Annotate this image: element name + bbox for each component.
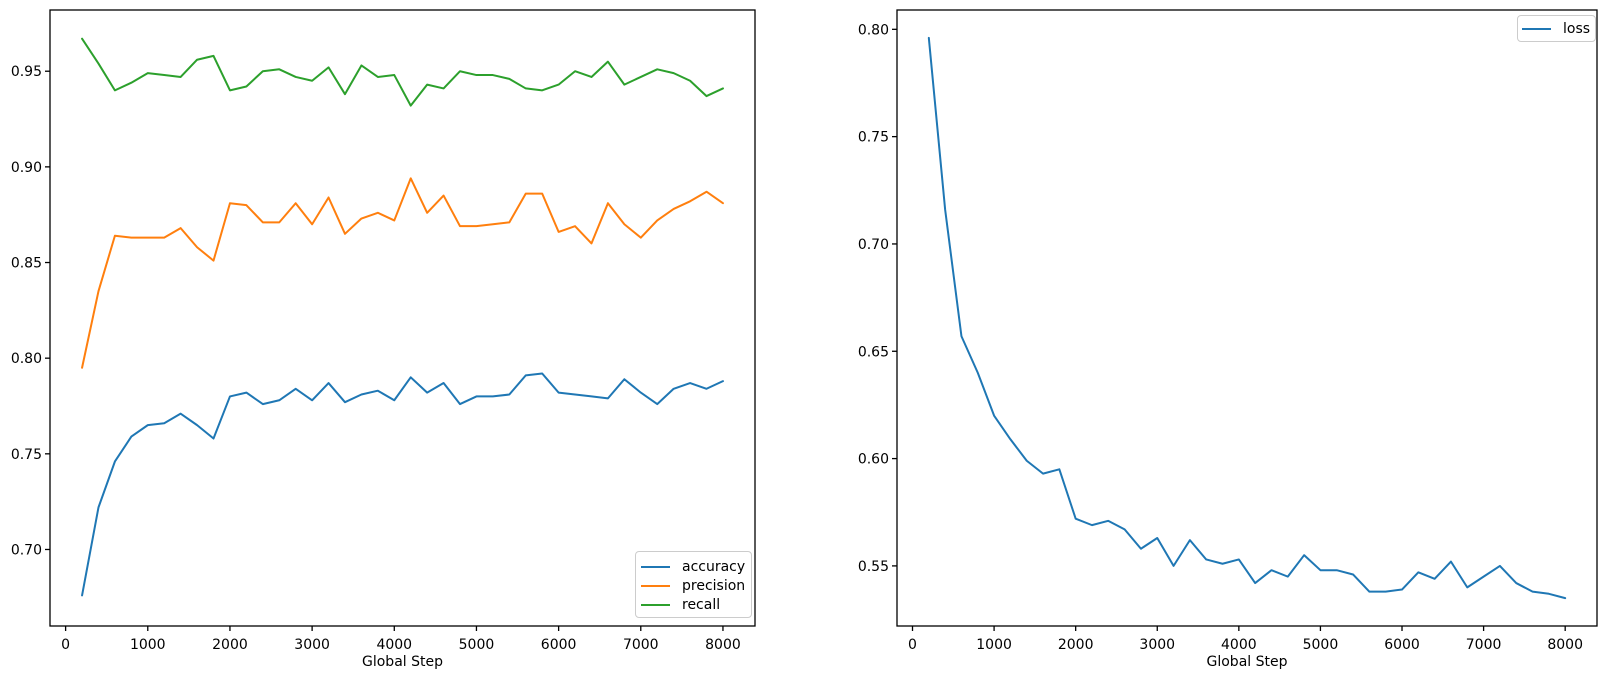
precision-legend-label: precision bbox=[682, 577, 746, 594]
recall-legend-label: recall bbox=[682, 596, 721, 613]
x-axis-label: Global Step bbox=[1207, 654, 1288, 670]
precision-line bbox=[81, 177, 724, 369]
x-tick-label: 2000 bbox=[212, 637, 248, 653]
legend-item-recall: recall bbox=[641, 595, 745, 614]
axes-spines bbox=[49, 9, 756, 627]
x-tick-label: 6000 bbox=[1384, 637, 1420, 653]
x-axis-label: Global Step bbox=[362, 654, 443, 670]
x-tick-label: 5000 bbox=[1303, 637, 1339, 653]
y-tick-label: 0.65 bbox=[858, 344, 889, 360]
accuracy-line-swatch bbox=[641, 565, 670, 568]
loss-line-swatch bbox=[1522, 27, 1551, 30]
y-tick-label: 0.80 bbox=[858, 22, 889, 38]
x-tick-label: 8000 bbox=[705, 637, 741, 653]
accuracy-legend-label: accuracy bbox=[682, 558, 746, 575]
x-tick-label: 1000 bbox=[130, 637, 166, 653]
y-tick-label: 0.95 bbox=[11, 64, 42, 80]
x-tick-label: 6000 bbox=[541, 637, 577, 653]
x-tick-label: 8000 bbox=[1547, 637, 1583, 653]
loss-legend: loss bbox=[1517, 15, 1596, 42]
recall-line bbox=[81, 37, 724, 107]
y-tick-label: 0.80 bbox=[11, 351, 42, 367]
y-tick-label: 0.75 bbox=[858, 130, 889, 146]
loss-line bbox=[927, 36, 1567, 600]
precision-line-swatch bbox=[641, 584, 670, 587]
metrics-legend: accuracy precision recall bbox=[635, 551, 752, 618]
y-tick-label: 0.55 bbox=[858, 559, 889, 575]
legend-item-loss: loss bbox=[1522, 19, 1590, 38]
metrics-plot-canvas: 0 1000 2000 3000 4000 5000 6000 7000 8000 0.70 0.7… bbox=[11, 9, 756, 670]
x-tick-label: 1000 bbox=[976, 637, 1012, 653]
x-tick-label: 0 bbox=[908, 637, 917, 653]
x-tick-label: 4000 bbox=[376, 637, 412, 653]
accuracy-line bbox=[81, 372, 724, 597]
legend-item-accuracy: accuracy bbox=[641, 557, 745, 576]
loss-legend-label: loss bbox=[1563, 20, 1591, 37]
recall-line-swatch bbox=[641, 603, 670, 606]
x-tick-label: 3000 bbox=[294, 637, 330, 653]
y-tick-label: 0.90 bbox=[11, 160, 42, 176]
y-tick-label: 0.85 bbox=[11, 256, 42, 272]
y-tick-label: 0.60 bbox=[858, 452, 889, 468]
y-tick-label: 0.70 bbox=[11, 542, 42, 558]
metrics-chart: 0 1000 2000 3000 4000 5000 6000 7000 8000 0.70 0.7… bbox=[11, 9, 756, 670]
x-tick-label: 7000 bbox=[1466, 637, 1502, 653]
axes-spines bbox=[896, 9, 1598, 627]
x-tick-label: 0 bbox=[61, 637, 70, 653]
loss-plot-canvas: 0 1000 2000 3000 4000 5000 6000 7000 8000 0.55 0.6… bbox=[858, 9, 1598, 670]
loss-chart: 0 1000 2000 3000 4000 5000 6000 7000 8000 0.55 0.6… bbox=[805, 0, 1610, 679]
x-tick-label: 4000 bbox=[1221, 637, 1257, 653]
x-tick-label: 2000 bbox=[1058, 637, 1094, 653]
y-tick-label: 0.70 bbox=[858, 237, 889, 253]
y-tick-label: 0.75 bbox=[11, 447, 42, 463]
x-tick-label: 3000 bbox=[1139, 637, 1175, 653]
x-tick-label: 5000 bbox=[459, 637, 495, 653]
legend-item-precision: precision bbox=[641, 576, 745, 595]
x-tick-label: 7000 bbox=[623, 637, 659, 653]
